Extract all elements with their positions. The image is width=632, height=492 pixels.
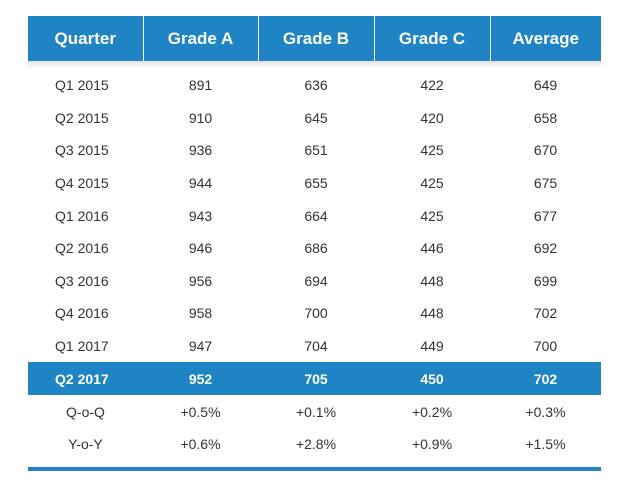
- cell-grade-b: 686: [304, 240, 328, 257]
- table-row: Q2 2016 946 686 446 692: [28, 232, 601, 265]
- cell-grade-b: 700: [304, 305, 328, 322]
- cell-quarter: Q4 2015: [55, 175, 109, 192]
- cell-change-label: Q-o-Q: [66, 403, 105, 420]
- cell-grade-a: 944: [188, 175, 213, 192]
- table-row: Q3 2016 956 694 448 699: [28, 265, 601, 298]
- bottom-rule: [28, 467, 601, 471]
- highlight-row: Q2 2017 952 705 450 702: [28, 362, 601, 396]
- cell-grade-c: 448: [420, 272, 444, 289]
- cell-average: 702: [490, 362, 601, 396]
- cell-grade-b: 655: [304, 175, 328, 192]
- table-header: Quarter Grade A Grade B Grade C Average: [28, 16, 601, 61]
- cell-grade-a: 958: [188, 305, 213, 322]
- cell-quarter: Q1 2017: [55, 338, 109, 355]
- table-row: Q2 2015 910 645 420 658: [28, 102, 601, 135]
- header-shadow-row: [28, 61, 601, 69]
- cell-quarter: Q2 2015: [55, 109, 109, 126]
- cell-average: 702: [533, 305, 558, 322]
- cell-grade-c: +0.2%: [411, 403, 453, 420]
- cell-grade-c: +0.9%: [411, 436, 453, 453]
- cell-grade-a: 891: [188, 77, 213, 94]
- cell-grade-b: 645: [304, 109, 328, 126]
- cell-grade-a: 956: [188, 272, 213, 289]
- cell-average: 692: [533, 240, 558, 257]
- table-row: Q1 2017 947 704 449 700: [28, 330, 601, 363]
- cell-grade-a: 946: [188, 240, 213, 257]
- table-row: Q4 2015 944 655 425 675: [28, 167, 601, 200]
- cell-grade-a: 943: [188, 207, 213, 224]
- header-shadow: [28, 61, 601, 69]
- cell-grade-c: 425: [420, 142, 444, 159]
- cell-grade-b: 705: [258, 362, 374, 396]
- cell-quarter: Q4 2016: [55, 305, 109, 322]
- cell-grade-c: 450: [374, 362, 490, 396]
- header-grade-a: Grade A: [143, 16, 259, 61]
- cell-grade-c: 448: [420, 305, 444, 322]
- change-row-qoq: Q-o-Q +0.5% +0.1% +0.2% +0.3%: [28, 395, 601, 428]
- cell-grade-a: +0.6%: [180, 436, 221, 453]
- table-row: Q1 2016 943 664 425 677: [28, 199, 601, 232]
- cell-grade-c: 425: [420, 207, 444, 224]
- table-body: Q1 2015 891 636 422 649 Q2 2015 910 645 …: [28, 61, 601, 461]
- cell-grade-c: 420: [420, 109, 444, 126]
- cell-average: 700: [533, 338, 558, 355]
- cell-grade-c: 425: [420, 175, 444, 192]
- cell-grade-b: 664: [304, 207, 328, 224]
- data-table: Quarter Grade A Grade B Grade C Average …: [28, 16, 601, 461]
- cell-average: 675: [533, 175, 558, 192]
- cell-quarter: Q1 2016: [55, 207, 109, 224]
- cell-grade-b: +2.8%: [295, 436, 337, 453]
- header-quarter: Quarter: [28, 16, 144, 61]
- cell-quarter: Q3 2015: [55, 142, 109, 159]
- cell-grade-a: 952: [143, 362, 258, 396]
- cell-grade-c: 446: [420, 240, 444, 257]
- cell-grade-c: 449: [420, 338, 444, 355]
- cell-grade-b: 636: [304, 77, 328, 94]
- header-grade-b: Grade B: [258, 16, 375, 61]
- change-row-yoy: Y-o-Y +0.6% +2.8% +0.9% +1.5%: [28, 428, 601, 461]
- cell-average: +0.3%: [525, 403, 566, 420]
- cell-average: 699: [533, 272, 558, 289]
- cell-quarter: Q2 2017: [28, 362, 143, 396]
- cell-quarter: Q1 2015: [55, 77, 109, 94]
- header-average: Average: [490, 16, 601, 61]
- cell-grade-b: +0.1%: [295, 403, 337, 420]
- cell-grade-b: 651: [304, 142, 328, 159]
- cell-average: 670: [533, 142, 558, 159]
- table-row: Q3 2015 936 651 425 670: [28, 134, 601, 167]
- cell-average: 658: [533, 109, 558, 126]
- data-table-container: Quarter Grade A Grade B Grade C Average …: [28, 16, 601, 461]
- header-row: Quarter Grade A Grade B Grade C Average: [28, 16, 601, 61]
- table-row: Q1 2015 891 636 422 649: [28, 69, 601, 102]
- cell-quarter: Q2 2016: [55, 240, 109, 257]
- cell-grade-a: 936: [188, 142, 213, 159]
- cell-grade-a: 947: [188, 338, 213, 355]
- cell-grade-b: 704: [304, 338, 328, 355]
- cell-grade-b: 694: [304, 272, 328, 289]
- cell-change-label: Y-o-Y: [68, 436, 103, 453]
- cell-grade-a: 910: [188, 109, 213, 126]
- cell-average: +1.5%: [525, 436, 566, 453]
- cell-quarter: Q3 2016: [55, 272, 109, 289]
- cell-average: 649: [533, 77, 558, 94]
- table-row: Q4 2016 958 700 448 702: [28, 297, 601, 330]
- cell-grade-c: 422: [420, 77, 444, 94]
- cell-grade-a: +0.5%: [180, 403, 221, 420]
- header-grade-c: Grade C: [374, 16, 491, 61]
- cell-average: 677: [533, 207, 558, 224]
